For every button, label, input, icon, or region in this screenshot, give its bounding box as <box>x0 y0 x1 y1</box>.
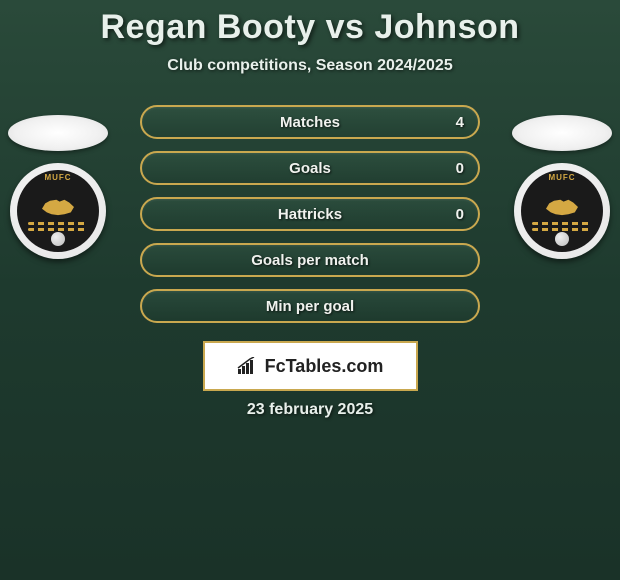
comparison-card: Regan Booty vs Johnson Club competitions… <box>0 0 620 419</box>
club-badge-lion-icon <box>538 196 586 220</box>
stat-label: Goals per match <box>251 252 369 269</box>
stat-label: Hattricks <box>278 206 342 223</box>
player-right-slot: MUFC <box>512 115 612 259</box>
club-badge-waves-icon <box>28 222 88 232</box>
season-subtitle: Club competitions, Season 2024/2025 <box>0 57 620 75</box>
page-title: Regan Booty vs Johnson <box>0 8 620 47</box>
player-right-avatar-placeholder <box>512 115 612 151</box>
stat-row-goals: Goals 0 <box>140 151 480 185</box>
player-left-avatar-placeholder <box>8 115 108 151</box>
club-badge-waves-icon <box>532 222 592 232</box>
stat-right-value: 0 <box>456 206 464 223</box>
stat-label: Goals <box>289 160 331 177</box>
main-area: MUFC MUFC Mat <box>0 105 620 419</box>
club-badge-ball-icon <box>555 232 569 246</box>
bar-chart-icon <box>237 357 259 375</box>
stat-row-goals-per-match: Goals per match <box>140 243 480 277</box>
brand-box[interactable]: FcTables.com <box>203 341 418 391</box>
stat-right-value: 0 <box>456 160 464 177</box>
brand-label: FcTables.com <box>265 356 384 377</box>
stat-row-matches: Matches 4 <box>140 105 480 139</box>
player-left-slot: MUFC <box>8 115 108 259</box>
club-badge-lion-icon <box>34 196 82 220</box>
stat-label: Matches <box>280 114 340 131</box>
club-badge-ball-icon <box>51 232 65 246</box>
stats-list: Matches 4 Goals 0 Hattricks 0 Goals per … <box>140 105 480 323</box>
player-right-club-badge: MUFC <box>514 163 610 259</box>
stat-label: Min per goal <box>266 298 354 315</box>
club-badge-inner: MUFC <box>17 170 99 252</box>
stat-row-min-per-goal: Min per goal <box>140 289 480 323</box>
stat-row-hattricks: Hattricks 0 <box>140 197 480 231</box>
generated-date: 23 february 2025 <box>0 401 620 419</box>
club-badge-inner: MUFC <box>521 170 603 252</box>
club-badge-abbrev: MUFC <box>521 173 603 182</box>
player-left-club-badge: MUFC <box>10 163 106 259</box>
club-badge-abbrev: MUFC <box>17 173 99 182</box>
stat-right-value: 4 <box>456 114 464 131</box>
